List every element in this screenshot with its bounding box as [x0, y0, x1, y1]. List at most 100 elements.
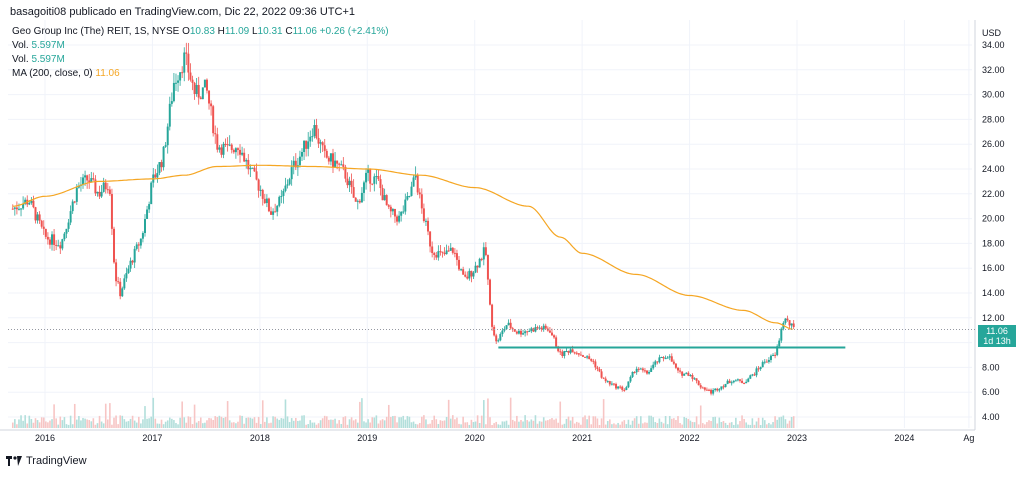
candle-body [513, 329, 516, 332]
candle-body [230, 144, 233, 150]
candle-body [214, 133, 217, 135]
x-tick-label: Ag [963, 433, 974, 443]
volume-bar [468, 424, 471, 428]
legend-vol-2[interactable]: Vol. 5.597M [12, 54, 65, 65]
volume-bar [328, 419, 330, 428]
volume-bar [14, 419, 16, 428]
y-tick-label: 32.00 [982, 65, 1005, 75]
volume-bar [553, 419, 555, 428]
candle-body [276, 205, 279, 212]
volume-bar [359, 401, 361, 428]
candle-body [146, 209, 149, 219]
candle-body [220, 147, 223, 155]
volume-bar [34, 418, 37, 428]
volume-bar [313, 422, 316, 428]
vol-value: 5.597M [31, 40, 65, 51]
candle-body [447, 250, 450, 252]
x-tick-label: 2023 [787, 433, 807, 443]
candle-body [769, 355, 772, 360]
volume-bar [195, 422, 198, 428]
volume-bar [111, 424, 113, 428]
candle-body [658, 357, 661, 363]
candle-body [172, 82, 175, 102]
candle-body [701, 387, 704, 389]
volume-bar [664, 416, 667, 428]
volume-bar [425, 419, 427, 428]
volume-bar [69, 415, 72, 428]
volume-bar [489, 417, 491, 428]
x-tick-label: 2024 [894, 433, 914, 443]
candle-body [193, 82, 196, 94]
candle-body [730, 382, 733, 384]
candle-body [763, 361, 766, 363]
volume-bar [268, 423, 270, 428]
candle-body [538, 327, 541, 329]
candle-body [451, 247, 454, 253]
candle-body [548, 330, 551, 333]
volume-bar [732, 424, 735, 428]
symbol-name[interactable]: Geo Group Inc (The) REIT, 1S, NYSE [12, 26, 180, 37]
volume-bar [509, 397, 512, 428]
volume-bar [354, 419, 357, 428]
volume-bar [495, 421, 497, 428]
candle-body [96, 191, 99, 194]
volume-bar [534, 415, 537, 428]
legend-vol-1[interactable]: Vol. 5.597M [12, 40, 65, 51]
candle-body [327, 157, 330, 162]
candle-body [210, 103, 213, 107]
volume-bar [59, 416, 62, 428]
volume-bar [270, 422, 272, 428]
footer-brand[interactable]: TradingView [6, 455, 87, 467]
candle-body [30, 200, 33, 203]
candle-body [732, 380, 735, 383]
volume-bar [627, 419, 630, 428]
volume-bar [739, 421, 741, 428]
legend-ohlc: Geo Group Inc (The) REIT, 1S, NYSE O10.8… [12, 26, 389, 37]
candle-body [232, 149, 235, 153]
volume-bar [57, 424, 60, 428]
candle-body [453, 252, 456, 254]
candle-body [321, 142, 324, 146]
volume-bar [557, 422, 559, 428]
y-tick-label: 22.00 [982, 189, 1005, 199]
volume-bar [472, 422, 475, 428]
candle-body [550, 332, 553, 336]
candle-body [786, 318, 789, 321]
volume-bar [55, 418, 57, 428]
high-label: H [217, 26, 225, 37]
volume-bar [706, 422, 708, 428]
candle-body [416, 174, 419, 193]
volume-bar [371, 417, 374, 428]
volume-bar [152, 397, 155, 428]
volume-bar [485, 424, 487, 428]
last-price-tag: 11.06 1d 13h [978, 325, 1016, 347]
volume-bar [452, 415, 454, 428]
candle-body [433, 253, 436, 255]
volume-bar [123, 419, 126, 428]
candle-body [637, 368, 640, 370]
legend-ma[interactable]: MA (200, close, 0) 11.06 [12, 68, 120, 79]
volume-bar [575, 421, 578, 428]
volume-bar [443, 420, 446, 428]
volume-bar [278, 419, 281, 428]
volume-bar [683, 416, 685, 428]
volume-bar [609, 419, 611, 428]
candle-body [757, 368, 760, 370]
candle-body [569, 349, 572, 353]
y-tick-label: 34.00 [982, 40, 1005, 50]
volume-bar [255, 422, 258, 428]
candle-body [303, 140, 306, 153]
candle-body [738, 379, 741, 381]
volume-bar [199, 417, 202, 428]
candle-body [278, 196, 281, 206]
volume-bar [187, 416, 190, 428]
volume-bar [208, 417, 210, 428]
volume-bar [131, 415, 134, 428]
candle-body [772, 354, 775, 356]
volume-bar [154, 418, 157, 428]
volume-bar [635, 416, 638, 428]
candle-body [565, 351, 568, 353]
volume-bar [625, 424, 628, 428]
volume-bar [356, 422, 359, 428]
candle-body [73, 201, 76, 203]
